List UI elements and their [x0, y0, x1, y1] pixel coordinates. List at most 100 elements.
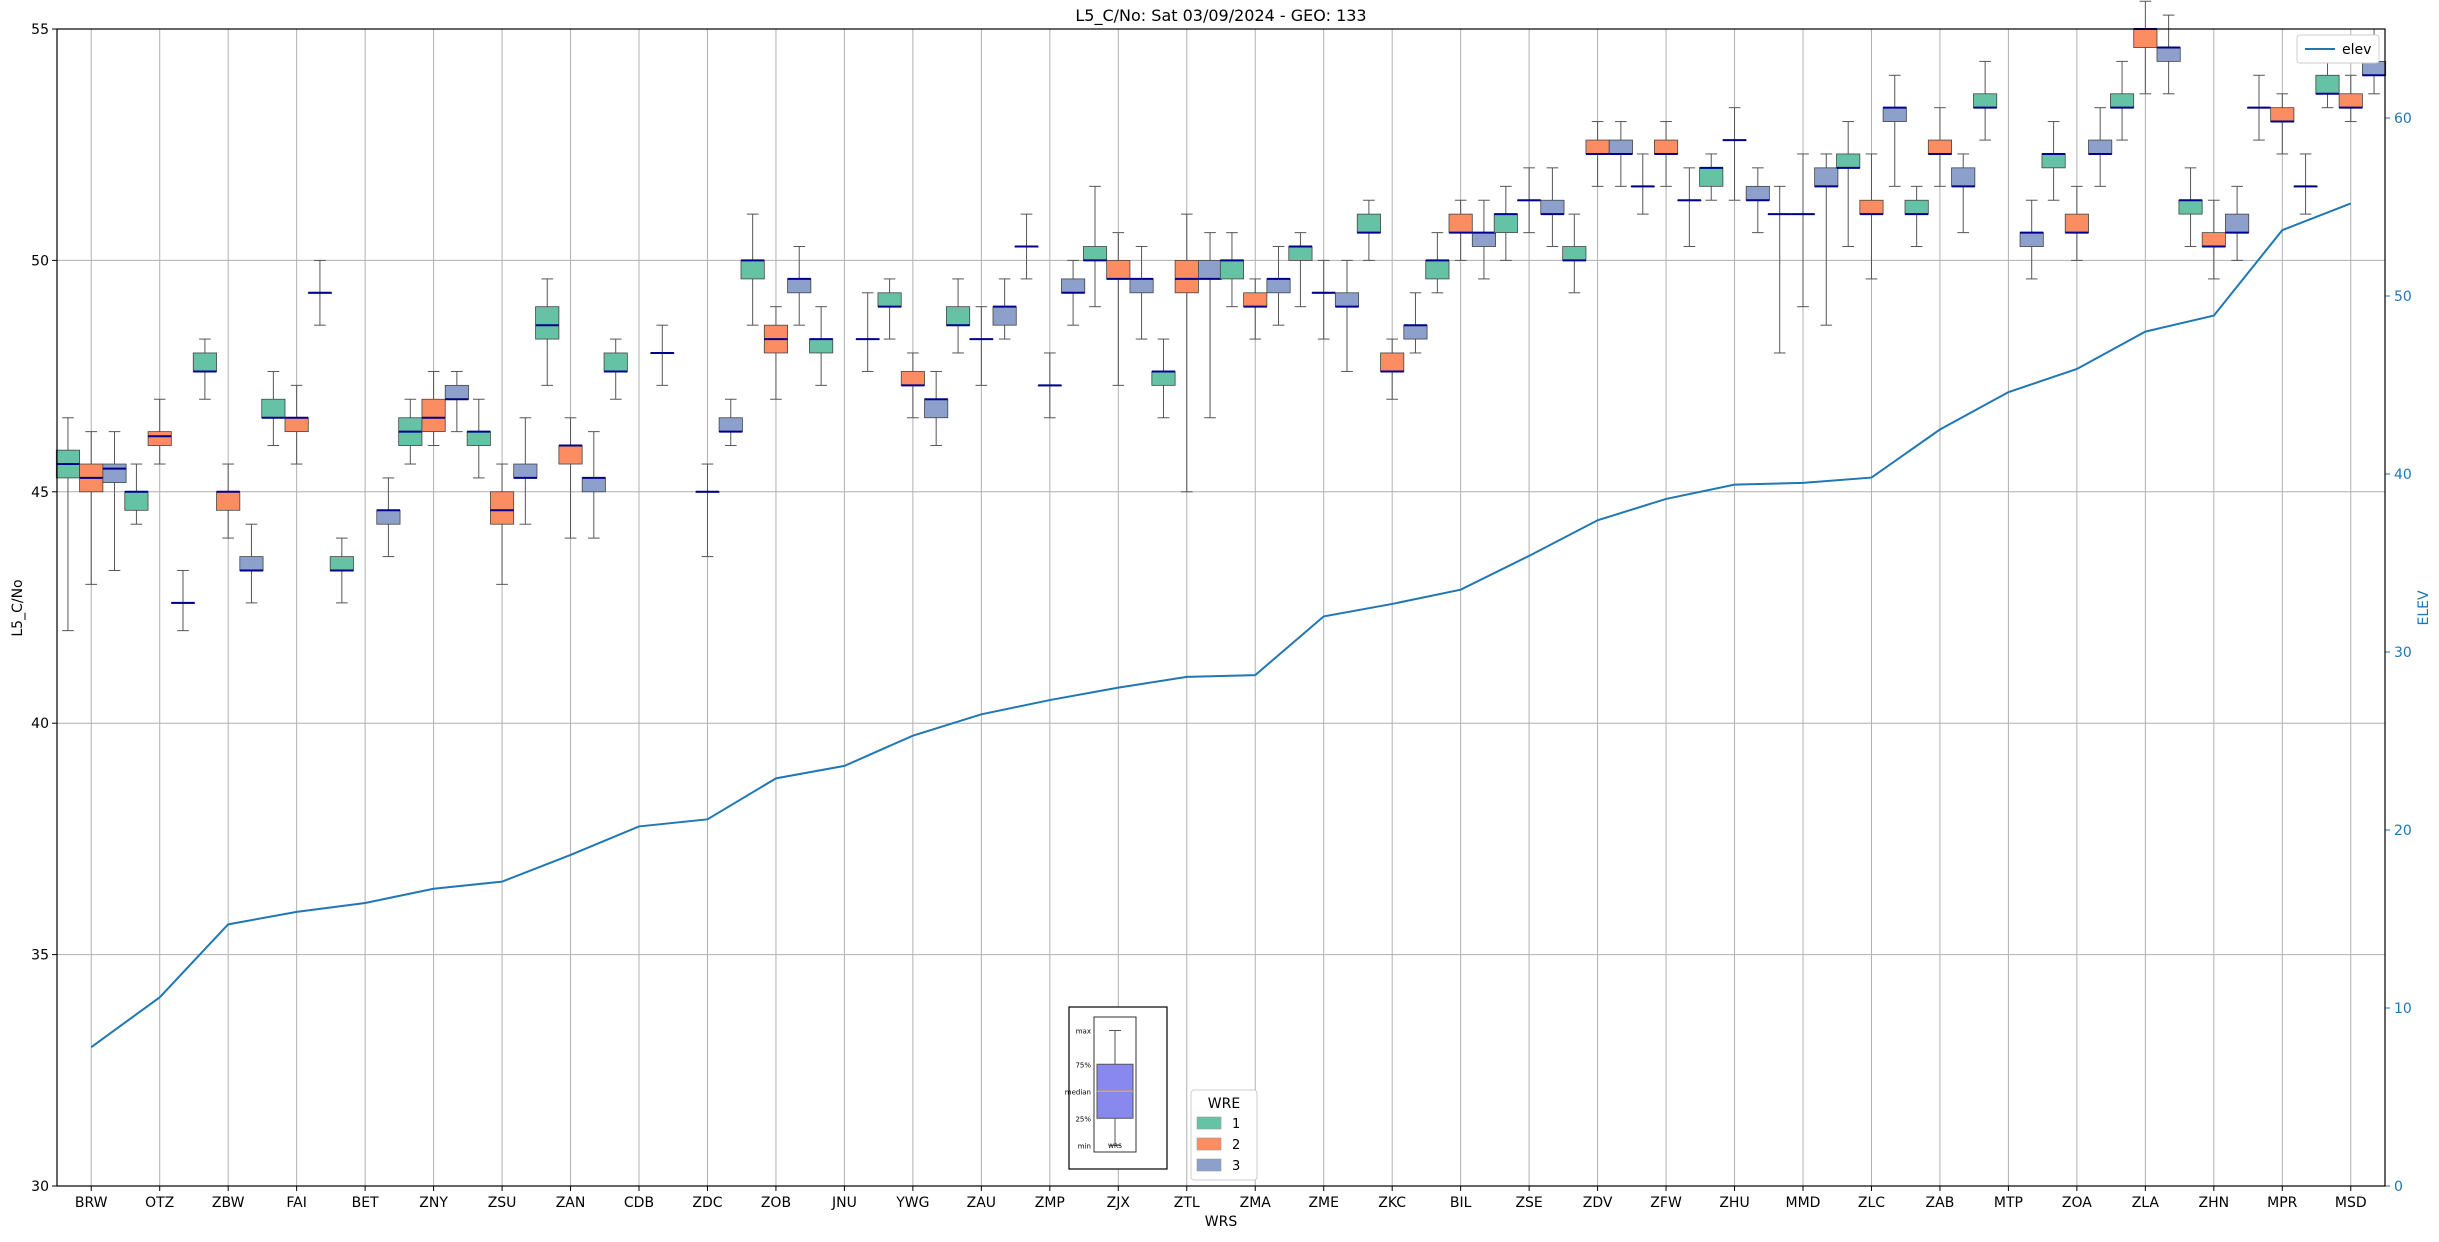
- inset-label: median: [1065, 1088, 1091, 1096]
- box-ZME-wre2: [1311, 259, 1336, 340]
- x-tick-label: MSD: [2335, 1195, 2367, 1211]
- box-YWG-wre3: [924, 370, 949, 447]
- x-tick-label: BET: [352, 1195, 379, 1211]
- x-tick-label: FAI: [286, 1195, 306, 1211]
- x-tick-label: ZDV: [1583, 1195, 1613, 1211]
- box-CDB-wre3: [650, 324, 675, 386]
- box-ZJX-wre2: [1106, 232, 1131, 386]
- box-ZBW-wre1: [192, 338, 217, 400]
- box-ZAU-wre3: [992, 278, 1017, 340]
- iqr-box: [1927, 139, 1952, 155]
- iqr-box: [1425, 259, 1450, 280]
- box-YWG-wre2: [900, 352, 925, 419]
- y-tick-label: 35: [31, 948, 49, 964]
- x-tick-label: ZBW: [212, 1195, 245, 1211]
- elev-legend-frame: [2296, 34, 2380, 64]
- box-ZLA-wre3: [2156, 14, 2181, 95]
- x-axis-label: WRS: [1205, 1214, 1238, 1230]
- y2-axis-label: ELEV: [2416, 590, 2432, 625]
- iqr-box: [490, 491, 515, 525]
- x-tick-label: ZAN: [556, 1195, 586, 1211]
- inset-box-legend: max 75% median 25% min WRS: [1065, 1006, 1168, 1170]
- wre-legend-frame: [1190, 1089, 1258, 1181]
- grid-layer: [57, 28, 2385, 1187]
- box-ZKC-wre2: [1380, 338, 1405, 400]
- box-ZAU-wre1: [946, 278, 971, 354]
- box-ZAN-wre3: [581, 431, 606, 539]
- iqr-box: [787, 278, 812, 294]
- box-ZFW-wre1: [1630, 153, 1655, 215]
- box-ZTL-wre3: [1198, 232, 1223, 419]
- box-ZMA-wre2: [1243, 278, 1268, 340]
- x-tick-label: ZFW: [1650, 1195, 1682, 1211]
- iqr-box: [2110, 93, 2135, 109]
- box-ZHU-wre3: [1745, 167, 1770, 234]
- iqr-box: [513, 463, 538, 479]
- iqr-box: [1151, 371, 1176, 386]
- box-ZMP-wre3: [1061, 259, 1086, 326]
- box-BIL-wre3: [1471, 199, 1496, 280]
- elev-line: [90, 202, 2352, 1048]
- iqr-box: [946, 306, 971, 326]
- box-ZFW-wre2: [1654, 121, 1679, 187]
- iqr-box: [2133, 28, 2158, 48]
- iqr-box: [900, 371, 925, 386]
- iqr-box: [1380, 352, 1405, 372]
- iqr-box: [2338, 93, 2363, 109]
- box-CDB-wre1: [603, 338, 628, 400]
- iqr-box: [1493, 213, 1518, 234]
- box-ZME-wre1: [1288, 232, 1313, 308]
- y-tick-label: 45: [31, 485, 49, 501]
- iqr-box: [102, 463, 127, 483]
- box-ZDV-wre1: [1562, 213, 1587, 294]
- iqr-box: [376, 509, 401, 525]
- y2-tick-label: 30: [2394, 645, 2412, 661]
- iqr-box: [1448, 213, 1473, 234]
- elev-legend: elev: [2296, 34, 2380, 64]
- x-tick-label: MPR: [2267, 1195, 2298, 1211]
- iqr-box: [535, 306, 560, 340]
- y-tick-label: 50: [31, 253, 49, 269]
- box-JNU-wre3: [855, 292, 880, 372]
- plot-frame: [56, 28, 2386, 1187]
- box-layer: [55, 0, 2387, 632]
- box-OTZ-wre1: [124, 463, 149, 525]
- x-tick-label: MMD: [1786, 1195, 1821, 1211]
- box-FAI-wre1: [261, 370, 286, 447]
- iqr-box: [603, 352, 628, 372]
- x-tick-label: ZHU: [1719, 1195, 1749, 1211]
- x-tick-label: YWG: [895, 1195, 929, 1211]
- box-ZLA-wre2: [2133, 0, 2158, 95]
- box-BRW-wre2: [79, 431, 104, 585]
- box-MMD-wre2: [1790, 153, 1816, 308]
- box-MPR-wre2: [2270, 93, 2295, 155]
- iqr-box: [1859, 199, 1884, 215]
- iqr-box: [2088, 139, 2113, 155]
- iqr-box: [2156, 47, 2181, 62]
- iqr-box: [2225, 213, 2250, 234]
- box-BRW-wre3: [102, 431, 127, 571]
- box-ZOB-wre1: [740, 213, 765, 326]
- box-BET-wre3: [376, 477, 401, 558]
- box-OTZ-wre2: [147, 398, 172, 465]
- box-ZAB-wre1: [1904, 185, 1929, 248]
- iqr-box: [1654, 139, 1679, 155]
- x-tick-label: ZTL: [1174, 1195, 1200, 1211]
- iqr-box: [1106, 259, 1131, 280]
- box-ZHU-wre1: [1699, 153, 1724, 201]
- iqr-box: [924, 398, 949, 419]
- iqr-box: [809, 338, 834, 354]
- iqr-box: [2201, 232, 2226, 247]
- x-tick-label: BRW: [75, 1195, 108, 1211]
- box-ZAU-wre2: [969, 306, 994, 386]
- box-ZOA-wre1: [2041, 121, 2066, 201]
- box-ZLA-wre1: [2110, 60, 2135, 141]
- wre-legend-label: 3: [1232, 1159, 1240, 1174]
- inset-label: max: [1076, 1028, 1091, 1036]
- iqr-box: [2178, 199, 2203, 215]
- box-MSD-wre2: [2338, 74, 2363, 123]
- box-ZBW-wre3: [239, 523, 264, 604]
- wre-legend: WRE 1 2 3: [1190, 1089, 1258, 1181]
- x-tick-label: ZJX: [1107, 1195, 1131, 1211]
